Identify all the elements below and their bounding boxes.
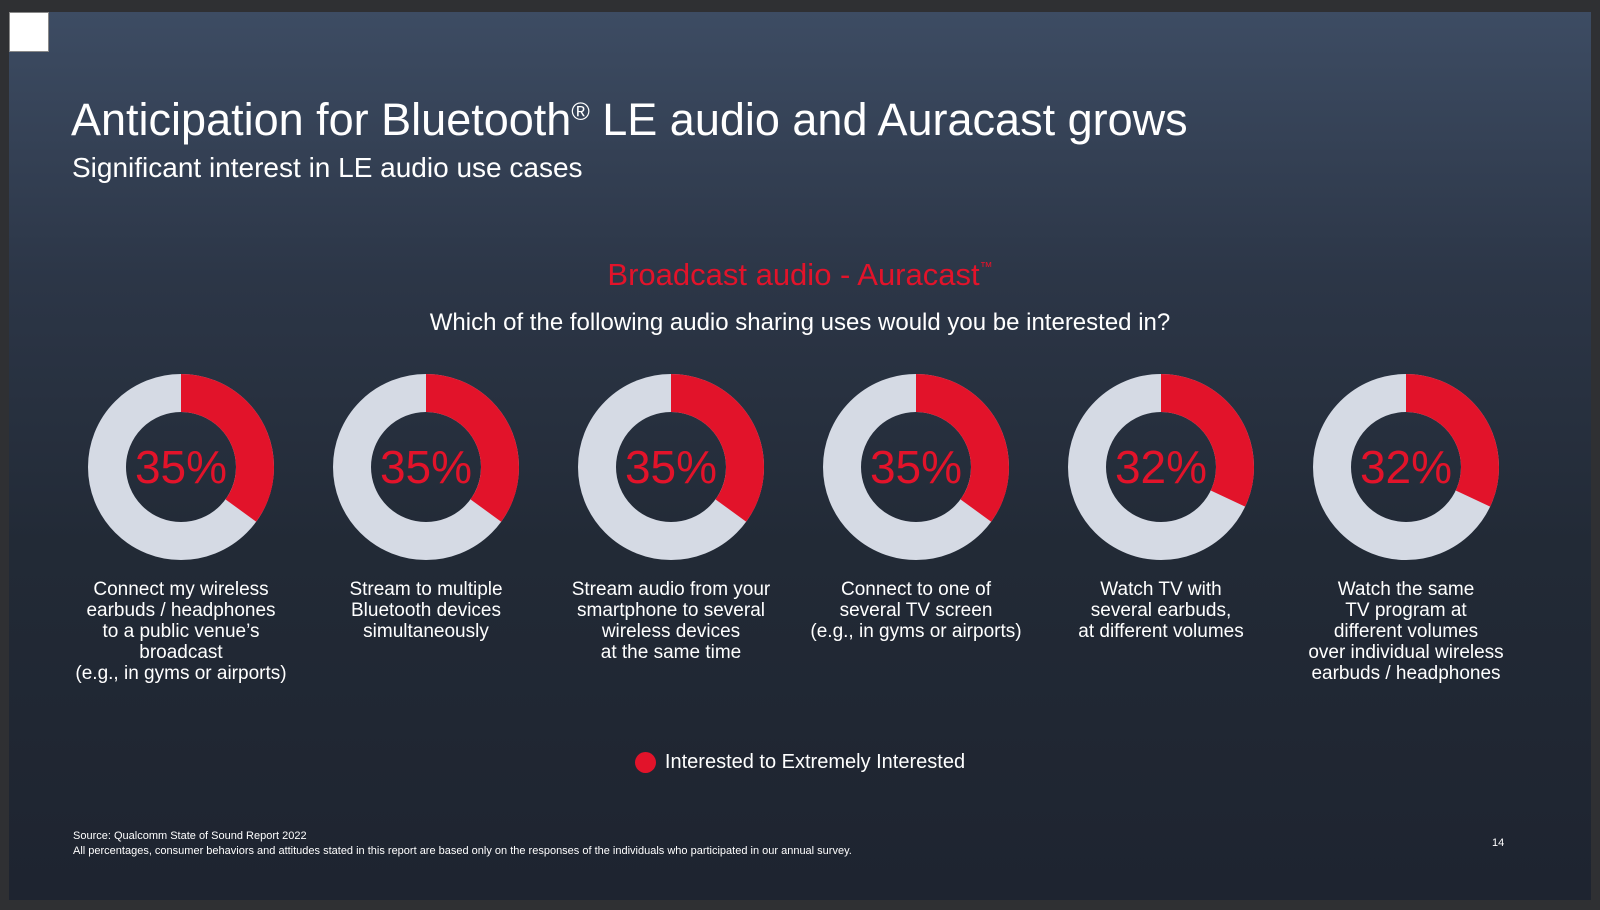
- survey-question: Which of the following audio sharing use…: [429, 309, 1171, 336]
- donut-category-label: Stream to multiple Bluetooth devices sim…: [349, 579, 503, 642]
- donut-category-label: Connect to one of several TV screen (e.g…: [810, 579, 1022, 642]
- donut-value-slice: [1313, 374, 1499, 560]
- donut-value-slice: [578, 374, 764, 560]
- donut-category-label: Connect my wireless earbuds / headphones…: [75, 579, 287, 684]
- corner-box: [9, 12, 49, 52]
- donut-chart: 32%: [1068, 374, 1254, 560]
- donut-value-label: 35%: [625, 441, 717, 493]
- donut-chart: 32%: [1313, 374, 1499, 560]
- page-number: 14: [1492, 837, 1505, 849]
- title-text-rest: LE audio and Auracast grows: [589, 94, 1188, 145]
- donut-value-slice: [88, 374, 274, 560]
- trademark-mark: ™: [979, 259, 993, 274]
- donut-chart: 35%: [823, 374, 1009, 560]
- donut-chart: 35%: [333, 374, 519, 560]
- donut-value-label: 32%: [1115, 441, 1207, 493]
- donut-chart-row: 35% Connect my wireless earbuds / headpho…: [9, 372, 1591, 712]
- registered-mark: ®: [571, 98, 590, 126]
- title-text: Anticipation for Bluetooth: [71, 94, 572, 145]
- donut-value-label: 35%: [870, 441, 962, 493]
- page-subtitle: Significant interest in LE audio use cas…: [72, 152, 583, 183]
- donut-value-slice: [1068, 374, 1254, 560]
- donut-value-slice: [333, 374, 519, 560]
- section-title-text: Broadcast audio - Auracast: [607, 257, 980, 292]
- source-note: Source: Qualcomm State of Sound Report 2…: [73, 829, 852, 859]
- donut-category-label: Watch TV with several earbuds, at differ…: [1078, 579, 1244, 642]
- source-line-1: Source: Qualcomm State of Sound Report 2…: [73, 830, 307, 842]
- legend-swatch: [634, 752, 656, 773]
- slide: Anticipation for Bluetooth® LE audio and…: [9, 12, 1591, 900]
- donut-item: 32% Watch the same TV program at differen…: [1286, 372, 1526, 684]
- donut-item: 35% Connect to one of several TV screen (…: [796, 372, 1036, 642]
- legend-label: Interested to Extremely Interested: [664, 751, 966, 773]
- donut-value-label: 32%: [1360, 441, 1452, 493]
- donut-value-label: 35%: [380, 441, 472, 493]
- donut-item: 35% Stream to multiple Bluetooth devices …: [306, 372, 546, 642]
- source-line-2: All percentages, consumer behaviors and …: [73, 845, 852, 857]
- donut-chart: 35%: [578, 374, 764, 560]
- legend: Interested to Extremely Interested: [9, 751, 1591, 774]
- donut-chart: 35%: [88, 374, 274, 560]
- donut-category-label: Watch the same TV program at different v…: [1308, 579, 1504, 684]
- section-title: Broadcast audio - Auracast™: [9, 257, 1591, 293]
- donut-value-slice: [823, 374, 1009, 560]
- donut-item: 35% Connect my wireless earbuds / headpho…: [61, 372, 301, 684]
- donut-value-label: 35%: [135, 441, 227, 493]
- page-title: Anticipation for Bluetooth® LE audio and…: [71, 94, 1188, 146]
- donut-category-label: Stream audio from your smartphone to sev…: [571, 579, 771, 663]
- donut-item: 32% Watch TV with several earbuds, at dif…: [1041, 372, 1281, 642]
- donut-item: 35% Stream audio from your smartphone to …: [551, 372, 791, 663]
